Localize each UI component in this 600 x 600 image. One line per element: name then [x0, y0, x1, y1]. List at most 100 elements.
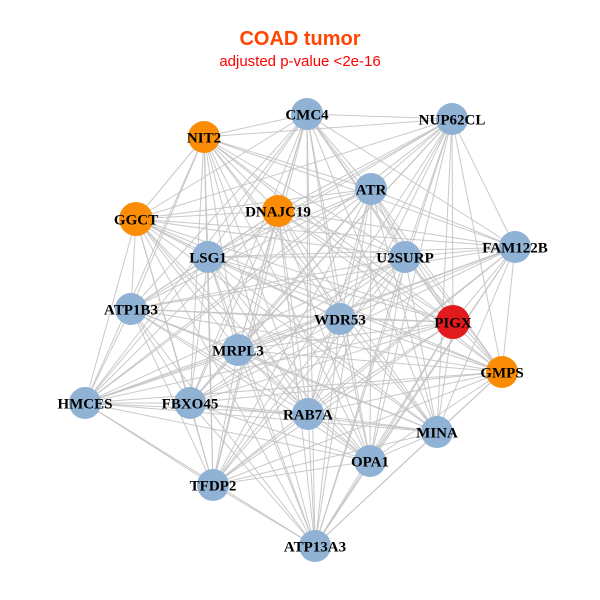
edge-ATR-FBXO45: [189, 188, 372, 404]
edge-NIT2-MRPL3: [203, 136, 239, 351]
edge-FAM122B-TFDP2: [212, 246, 516, 486]
node-PIGX: [436, 305, 470, 339]
edge-CMC4-LSG1: [207, 113, 308, 258]
node-label-HMCES: HMCES: [57, 396, 112, 412]
edge-NUP62CL-FAM122B: [451, 118, 516, 248]
node-label-NIT2: NIT2: [187, 130, 221, 146]
node-label-FAM122B: FAM122B: [482, 240, 548, 256]
edge-WDR53-PIGX: [339, 318, 454, 323]
edge-LSG1-OPA1: [207, 256, 371, 462]
node-label-OPA1: OPA1: [351, 454, 389, 470]
nodes-layer: [69, 98, 531, 562]
edge-NUP62CL-NIT2: [203, 118, 453, 138]
edge-NUP62CL-GMPS: [451, 118, 503, 373]
edge-NUP62CL-ATR: [370, 118, 453, 190]
edge-NUP62CL-LSG1: [207, 118, 453, 258]
edge-WDR53-OPA1: [339, 318, 371, 462]
edge-NUP62CL-RAB7A: [307, 118, 453, 415]
plot-title: COAD tumor: [239, 28, 361, 50]
node-GGCT: [119, 202, 153, 236]
edge-NIT2-GGCT: [135, 136, 205, 220]
edge-ATR-GGCT: [135, 188, 372, 220]
node-ATP13A3: [299, 530, 331, 562]
node-label-ATP13A3: ATP13A3: [284, 539, 346, 555]
node-OPA1: [354, 445, 386, 477]
edge-NUP62CL-WDR53: [339, 118, 453, 320]
edge-U2SURP-RAB7A: [307, 256, 406, 415]
node-label-DNAJC19: DNAJC19: [245, 204, 311, 220]
edge-WDR53-MINA: [339, 318, 438, 433]
node-label-PIGX: PIGX: [434, 315, 472, 331]
node-label-CMC4: CMC4: [285, 107, 329, 123]
node-label-LSG1: LSG1: [189, 250, 227, 266]
edge-MINA-TFDP2: [212, 431, 438, 486]
edge-GMPS-TFDP2: [212, 371, 503, 486]
edge-CMC4-MINA: [306, 113, 438, 433]
node-label-GMPS: GMPS: [480, 365, 523, 381]
edge-U2SURP-HMCES: [84, 256, 406, 404]
node-NIT2: [188, 121, 220, 153]
edge-WDR53-ATP13A3: [314, 318, 341, 547]
edge-WDR53-HMCES: [84, 318, 341, 404]
node-label-ATR: ATR: [356, 182, 387, 198]
edge-OPA1-TFDP2: [212, 460, 371, 486]
edge-ATP1B3-FBXO45: [130, 308, 191, 404]
edge-U2SURP-TFDP2: [212, 256, 406, 486]
node-ATR: [355, 173, 387, 205]
edge-FBXO45-ATP13A3: [189, 402, 316, 547]
node-U2SURP: [389, 241, 421, 273]
edge-NIT2-DNAJC19: [203, 136, 279, 212]
edge-U2SURP-MINA: [404, 256, 438, 433]
edge-RAB7A-MINA: [307, 413, 438, 433]
node-label-NUP62CL: NUP62CL: [419, 112, 486, 128]
edge-CMC4-ATP1B3: [130, 113, 308, 310]
edge-FAM122B-U2SURP: [404, 246, 516, 258]
node-HMCES: [69, 387, 101, 419]
edge-WDR53-RAB7A: [307, 318, 341, 415]
edge-ATP1B3-GMPS: [130, 308, 503, 373]
edge-CMC4-TFDP2: [212, 113, 308, 486]
edge-DNAJC19-PIGX: [277, 210, 454, 323]
node-DNAJC19: [262, 195, 294, 227]
edge-RAB7A-TFDP2: [212, 413, 309, 486]
edge-MRPL3-HMCES: [84, 349, 239, 404]
node-MINA: [421, 416, 453, 448]
edge-ATR-HMCES: [84, 188, 372, 404]
edge-DNAJC19-GMPS: [277, 210, 503, 373]
node-labels-layer: CMC4 NUP62CL NIT2 ATR DNAJC19 GGCT FAM122B LSG1…: [57, 107, 547, 555]
node-NUP62CL: [436, 103, 468, 135]
edge-LSG1-MRPL3: [207, 256, 239, 351]
node-MRPL3: [222, 334, 254, 366]
edge-ATR-MINA: [370, 188, 438, 433]
node-label-MINA: MINA: [416, 425, 458, 441]
edge-PIGX-FBXO45: [189, 321, 454, 404]
edge-PIGX-ATP13A3: [314, 321, 454, 547]
edge-LSG1-WDR53: [207, 256, 341, 320]
edge-HMCES-ATP13A3: [84, 402, 316, 547]
edge-DNAJC19-RAB7A: [277, 210, 309, 415]
edge-CMC4-PIGX: [306, 113, 454, 323]
node-LSG1: [192, 241, 224, 273]
node-label-U2SURP: U2SURP: [376, 250, 434, 266]
edge-ATR-ATP1B3: [130, 188, 372, 310]
edge-NIT2-HMCES: [84, 136, 205, 404]
node-label-TFDP2: TFDP2: [190, 478, 237, 494]
node-RAB7A: [292, 398, 324, 430]
edge-CMC4-NUP62CL: [306, 113, 453, 120]
node-ATP1B3: [115, 293, 147, 325]
edge-NIT2-ATR: [203, 136, 372, 190]
edge-ATP1B3-HMCES: [84, 308, 132, 404]
edge-DNAJC19-FBXO45: [189, 210, 279, 404]
edge-LSG1-PIGX: [207, 256, 454, 323]
edge-TFDP2-ATP13A3: [212, 484, 316, 547]
edge-HMCES-MINA: [84, 402, 438, 433]
edge-ATP1B3-OPA1: [130, 308, 371, 462]
edge-ATR-GMPS: [370, 188, 503, 373]
edge-ATP1B3-RAB7A: [130, 308, 309, 415]
node-label-ATP1B3: ATP1B3: [104, 302, 158, 318]
edge-MINA-ATP13A3: [314, 431, 438, 547]
edge-U2SURP-ATP1B3: [130, 256, 406, 310]
edge-CMC4-ATP13A3: [306, 113, 316, 547]
edge-CMC4-ATR: [306, 113, 372, 190]
